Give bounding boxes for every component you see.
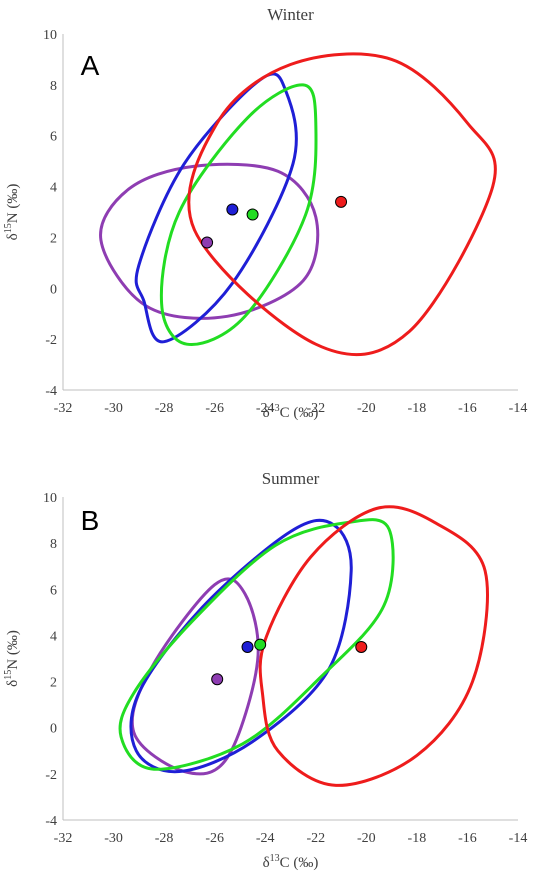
mean-point-0 bbox=[201, 236, 214, 249]
niche-ellipse-2 bbox=[118, 518, 395, 771]
x-tick-label: -26 bbox=[205, 401, 224, 416]
x-tick-label: -16 bbox=[458, 401, 477, 416]
panel-label: B bbox=[81, 505, 100, 536]
niche-ellipse-0 bbox=[99, 162, 320, 320]
y-tick-label: 0 bbox=[50, 722, 57, 737]
y-tick-label: 10 bbox=[43, 28, 57, 43]
x-tick-label: -20 bbox=[357, 401, 376, 416]
x-tick-label: -24 bbox=[256, 831, 275, 846]
x-tick-label: -14 bbox=[509, 401, 528, 416]
mean-point-1 bbox=[226, 203, 239, 216]
mean-point-3 bbox=[335, 195, 348, 208]
x-tick-label: -24 bbox=[256, 401, 275, 416]
mean-point-3 bbox=[355, 640, 368, 653]
x-axis-label: δ13C (‰) bbox=[263, 853, 319, 871]
x-tick-label: -32 bbox=[54, 401, 73, 416]
x-tick-label: -14 bbox=[509, 831, 528, 846]
y-tick-label: -4 bbox=[45, 384, 57, 399]
x-tick-label: -22 bbox=[306, 831, 325, 846]
x-tick-label: -28 bbox=[155, 831, 174, 846]
x-tick-label: -18 bbox=[408, 401, 427, 416]
chart-title: Summer bbox=[262, 469, 320, 488]
mean-point-1 bbox=[241, 640, 254, 653]
y-tick-label: 6 bbox=[50, 130, 57, 145]
y-tick-label: 10 bbox=[43, 491, 57, 506]
niche-ellipse-3 bbox=[258, 505, 489, 787]
x-tick-label: -30 bbox=[104, 831, 123, 846]
y-tick-label: -4 bbox=[45, 814, 57, 829]
chart-title: Winter bbox=[267, 5, 314, 24]
y-tick-label: 8 bbox=[50, 537, 57, 552]
x-tick-label: -30 bbox=[104, 401, 123, 416]
y-tick-label: -2 bbox=[45, 768, 57, 783]
x-axis-label: δ13C (‰) bbox=[263, 403, 319, 421]
mean-point-2 bbox=[246, 208, 259, 221]
mean-point-0 bbox=[211, 673, 224, 686]
y-axis-label: δ15N (‰) bbox=[3, 184, 21, 241]
panel-label: A bbox=[81, 50, 100, 81]
x-tick-label: -32 bbox=[54, 831, 73, 846]
mean-point-2 bbox=[254, 638, 267, 651]
y-tick-label: 2 bbox=[50, 231, 57, 246]
x-tick-label: -20 bbox=[357, 831, 376, 846]
y-tick-label: 6 bbox=[50, 583, 57, 598]
x-tick-label: -28 bbox=[155, 401, 174, 416]
y-tick-label: 4 bbox=[50, 629, 57, 644]
niche-ellipse-3 bbox=[187, 52, 497, 357]
y-tick-label: 4 bbox=[50, 181, 57, 196]
x-tick-label: -18 bbox=[408, 831, 427, 846]
x-tick-label: -26 bbox=[205, 831, 224, 846]
y-axis-label: δ15N (‰) bbox=[3, 630, 21, 687]
y-tick-label: 0 bbox=[50, 282, 57, 297]
niche-ellipse-2 bbox=[159, 83, 318, 347]
y-tick-label: 8 bbox=[50, 79, 57, 94]
x-tick-label: -16 bbox=[458, 831, 477, 846]
y-tick-label: -2 bbox=[45, 333, 57, 348]
y-tick-label: 2 bbox=[50, 676, 57, 691]
x-tick-label: -22 bbox=[306, 401, 325, 416]
